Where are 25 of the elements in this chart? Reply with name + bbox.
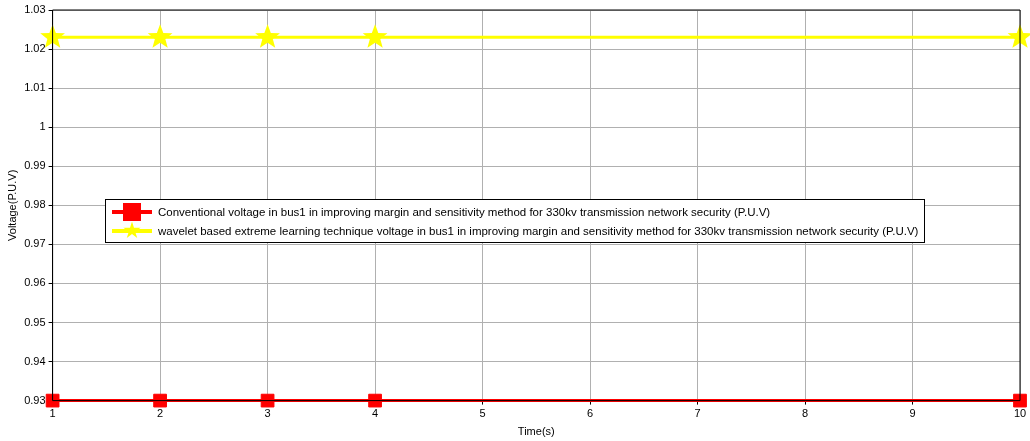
x-tick-label: 9 [909, 407, 916, 420]
x-tick-label: 8 [801, 407, 809, 420]
y-axis-title: Voltage(P.U.V) [5, 169, 18, 241]
x-tick-label: 4 [372, 407, 379, 420]
x-axis-title: Time(s) [517, 425, 555, 438]
x-tick-label: 7 [694, 407, 701, 420]
x-tick-label: 6 [586, 407, 594, 420]
y-tick-label: 0.97 [24, 237, 46, 250]
y-tick-label: 0.96 [24, 276, 46, 289]
y-tick-label: 0.95 [24, 315, 46, 328]
y-tick-label: 0.99 [24, 159, 46, 172]
y-tick-label: 0.94 [24, 354, 46, 367]
y-tick-label: 1.01 [24, 81, 46, 94]
y-tick-label: 0.98 [24, 198, 46, 211]
legend-label: Conventional voltage in bus1 in improving margin and sensitivity method for 330kv transmission network security (P.U.V) [158, 205, 771, 218]
legend-label: wavelet based extreme learning technique voltage in bus1 in improving margin and sensitivity method for 330kv transmission network security (P.U.V) [158, 224, 919, 237]
x-tick-label: 1 [49, 407, 56, 420]
y-tick-label: 1.03 [24, 3, 46, 16]
y-tick-label: 1 [39, 120, 46, 133]
y-tick-label: 1.02 [24, 42, 46, 55]
x-tick-label: 2 [157, 407, 164, 420]
x-tick-label: 3 [264, 407, 271, 420]
y-tick-label: 0.93 [24, 393, 46, 406]
x-tick-label: 5 [479, 407, 486, 420]
x-tick-label: 10 [1013, 407, 1027, 420]
